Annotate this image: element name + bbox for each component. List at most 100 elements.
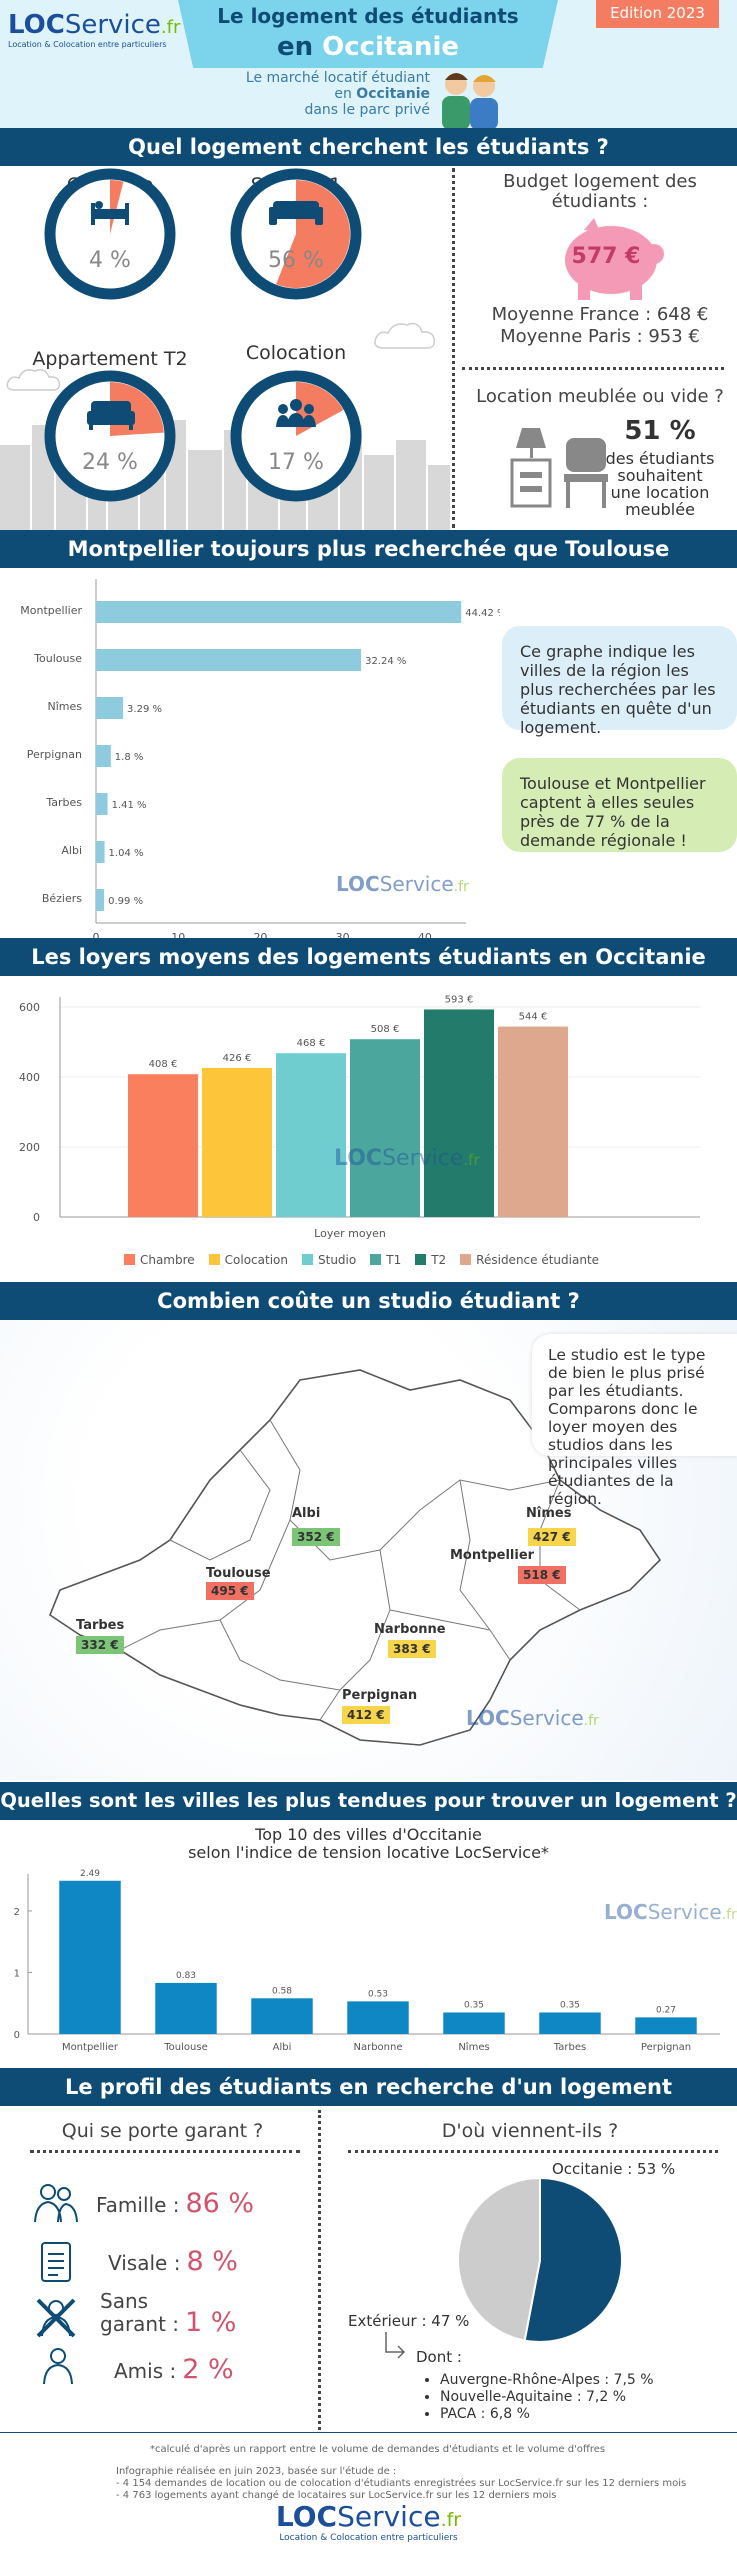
map-city-price: 518 € [518, 1566, 566, 1584]
family-icon [34, 2184, 78, 2223]
bar [251, 1998, 313, 2034]
list-item: Auvergne-Rhône-Alpes : 7,5 % [440, 2372, 654, 2389]
bar [128, 1074, 198, 1217]
data-label: 508 € [371, 1024, 400, 1035]
map-city-price: 427 € [528, 1528, 576, 1546]
origin-exterieur-label: Extérieur : 47 % [348, 2312, 470, 2330]
students-illustration [442, 73, 498, 130]
bar [424, 1009, 494, 1217]
guarantor-family: Famille :86 % [96, 2188, 255, 2219]
y-tick-label: Nîmes [48, 700, 83, 713]
rents-chart: 0 200 400 600 408 € 426 € 468 € 508 € 593 € 544 €… [19, 994, 700, 1240]
rents-legend: Chambre Colocation Studio T1 T2 Résidence étu… [0, 1250, 737, 1269]
info-box-share: Toulouse et Montpellier captent à elles … [502, 758, 737, 852]
guarantor-title: Qui se porte garant ? [61, 2120, 264, 2142]
map-city-name: Toulouse [206, 1566, 271, 1581]
watermark-logo: LOCService.fr [604, 1900, 737, 1924]
budget-france: Moyenne France : 648 € [491, 304, 709, 325]
data-label: 1.04 % [109, 848, 144, 859]
bar [96, 745, 111, 767]
x-tick-label: Nîmes [458, 2041, 489, 2053]
subtitle: Le marché locatif étudiant en Occitanie … [245, 70, 430, 118]
data-label: 0.99 % [108, 896, 143, 907]
bar [155, 1982, 217, 2034]
x-tick-label: Narbonne [353, 2042, 402, 2053]
divider [452, 168, 455, 528]
legend-item: Colocation [208, 1252, 288, 1267]
furniture-icon [510, 428, 608, 508]
cities-demand-chart: 010203040Montpellier44.42 %Toulouse32.24… [20, 579, 500, 944]
data-label: 1.41 % [112, 800, 147, 811]
legend-swatch [415, 1254, 427, 1265]
section-title-rents: Les loyers moyens des logements étudiant… [0, 938, 737, 976]
map-city-price: 352 € [292, 1528, 340, 1546]
legend-swatch [460, 1254, 472, 1265]
origin-list: Auvergne-Rhône-Alpes : 7,5 % Nouvelle-Aq… [424, 2372, 654, 2423]
guarantor-visale: Visale :8 % [108, 2246, 238, 2277]
y-tick-label: 1 [14, 1968, 20, 1979]
furnished-title: Location meublée ou vide ? [476, 386, 724, 407]
divider [30, 2150, 300, 2153]
budget-title: Budget logement des étudiants : [503, 171, 697, 212]
data-label: 44.42 % [465, 608, 500, 619]
footer-logo: LOCService.fr Location & Colocation entr… [275, 2500, 462, 2543]
data-label: 3.29 % [127, 704, 162, 715]
y-tick-label: 2 [14, 1907, 20, 1918]
page-title: Le logement des étudiants [217, 4, 519, 28]
furnished-text: des étudiants souhaitent une location me… [605, 449, 715, 519]
footer-source: Infographie réalisée en juin 2023, basée… [116, 2466, 687, 2501]
data-label: 408 € [149, 1059, 178, 1070]
map-city-name: Narbonne [374, 1622, 446, 1637]
guarantor-friends: Amis :2 % [114, 2354, 234, 2385]
data-label: 426 € [223, 1053, 252, 1064]
data-label: 0.58 [272, 1986, 292, 1996]
x-tick-label: Montpellier [62, 2042, 119, 2053]
map-city-price: 495 € [206, 1582, 254, 1600]
data-label: 0.53 [368, 1989, 388, 1999]
pie-slice [457, 2176, 541, 2342]
legend-item: Studio [302, 1253, 356, 1267]
list-item: Nouvelle-Aquitaine : 7,2 % [440, 2389, 654, 2406]
bar [59, 1880, 121, 2034]
data-label: 0.27 [656, 2005, 676, 2015]
data-label: 468 € [297, 1038, 326, 1049]
bar [498, 1026, 568, 1217]
data-label: 32.24 % [365, 656, 406, 667]
origin-pie-chart [457, 2176, 623, 2343]
bar [347, 2001, 409, 2034]
bar [350, 1039, 420, 1217]
legend-label: T1 [386, 1252, 402, 1267]
bar [96, 889, 105, 911]
legend-label: T2 [431, 1252, 447, 1267]
watermark-logo: LOCService.fr [334, 1146, 480, 1171]
arrow-icon [385, 2332, 406, 2359]
legend-item: T1 [370, 1253, 401, 1267]
origin-occitanie-label: Occitanie : 53 % [552, 2160, 676, 2178]
y-tick-label: Montpellier [20, 604, 82, 617]
x-tick-label: Albi [273, 2042, 292, 2053]
budget-paris: Moyenne Paris : 953 € [500, 326, 700, 347]
y-tick-label: 0 [14, 2030, 20, 2041]
y-tick-label: 600 [19, 1001, 40, 1014]
y-tick-label: Perpignan [27, 748, 82, 761]
origin-title: D'où viennent-ils ? [441, 2120, 619, 2142]
no-guarantor-icon [36, 2298, 76, 2338]
legend-item: T2 [415, 1253, 446, 1267]
section-title-cities: Montpellier toujours plus recherchée que… [0, 530, 737, 568]
legend-label: Colocation [224, 1252, 288, 1267]
legend-swatch [208, 1254, 220, 1265]
map-city-name: Nîmes [526, 1506, 572, 1521]
pie-slice [523, 2176, 623, 2343]
tension-chart: 0 1 2 2.49 Montpellier 0.83 Toulouse 0.58 Albi 0.… [14, 1869, 720, 2053]
bar [276, 1053, 346, 1217]
x-tick-label: Toulouse [163, 2042, 207, 2053]
friends-icon [43, 2348, 73, 2385]
cloud-icon [374, 322, 435, 349]
donut-slice [110, 180, 124, 234]
data-label: 544 € [519, 1012, 548, 1023]
bar [96, 841, 105, 863]
map-city-name: Perpignan [342, 1688, 418, 1703]
donut-slice [276, 180, 350, 288]
logo: LOCService.fr Location & Colocation entr… [8, 10, 181, 49]
data-label: 0.35 [560, 2000, 580, 2010]
